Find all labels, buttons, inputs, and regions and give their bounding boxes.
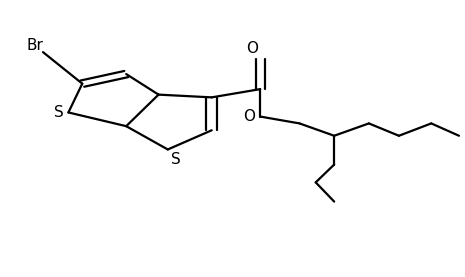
Text: O: O xyxy=(244,109,256,124)
Text: Br: Br xyxy=(27,38,44,53)
Text: S: S xyxy=(172,152,181,167)
Text: S: S xyxy=(54,105,64,120)
Text: O: O xyxy=(246,41,258,56)
